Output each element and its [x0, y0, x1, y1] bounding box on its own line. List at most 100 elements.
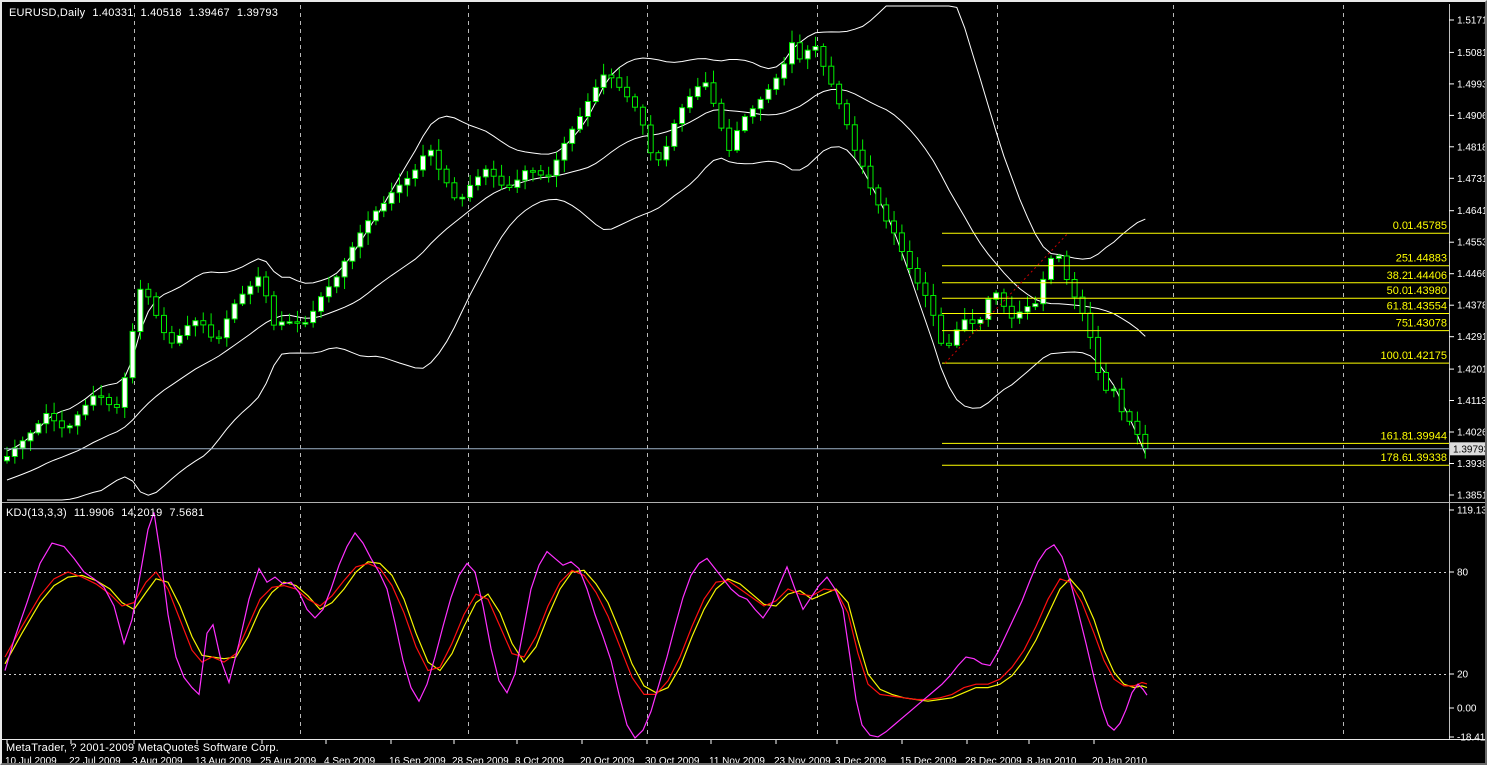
candle[interactable]: [1118, 388, 1125, 413]
candle[interactable]: [372, 210, 379, 222]
candle[interactable]: [451, 182, 458, 199]
time-axis-label[interactable]: 20 Jan 2010: [1092, 756, 1147, 765]
candle[interactable]: [726, 127, 733, 151]
candle[interactable]: [294, 321, 301, 324]
candle[interactable]: [938, 314, 945, 344]
candle[interactable]: [545, 174, 552, 178]
candle[interactable]: [215, 336, 222, 340]
candle[interactable]: [1126, 411, 1133, 422]
candle[interactable]: [859, 149, 866, 167]
candle[interactable]: [765, 88, 772, 100]
candle[interactable]: [710, 82, 717, 104]
candle[interactable]: [231, 303, 238, 320]
candle[interactable]: [883, 204, 890, 222]
bollinger-upper-line[interactable]: [6, 5, 1146, 452]
candle[interactable]: [891, 220, 897, 234]
candle[interactable]: [278, 321, 285, 326]
candle[interactable]: [1087, 312, 1094, 338]
candle[interactable]: [380, 202, 387, 212]
candle[interactable]: [734, 130, 740, 151]
candle[interactable]: [106, 397, 112, 406]
candle[interactable]: [506, 184, 513, 189]
candle[interactable]: [789, 42, 795, 65]
time-axis-label[interactable]: 22 Jul 2009: [69, 756, 121, 765]
candle[interactable]: [82, 404, 89, 416]
candle[interactable]: [608, 74, 615, 79]
time-axis-label[interactable]: 28 Dec 2009: [965, 756, 1022, 765]
candle[interactable]: [43, 413, 50, 425]
candle[interactable]: [537, 170, 544, 176]
candle[interactable]: [671, 123, 678, 147]
candle[interactable]: [247, 285, 254, 295]
candle[interactable]: [757, 98, 764, 110]
time-axis-label[interactable]: 4 Sep 2009: [324, 756, 376, 765]
time-axis-label[interactable]: 20 Oct 2009: [580, 756, 635, 765]
candle[interactable]: [914, 268, 921, 284]
kdj-j-line[interactable]: [4, 512, 1148, 739]
candle[interactable]: [663, 145, 670, 161]
candle[interactable]: [969, 319, 976, 324]
time-axis-label[interactable]: 25 Aug 2009: [260, 756, 317, 765]
candle[interactable]: [898, 232, 905, 252]
time-axis-label[interactable]: 30 Oct 2009: [645, 756, 700, 765]
time-axis-label[interactable]: 10 Jul 2009: [5, 756, 57, 765]
candle[interactable]: [1095, 336, 1102, 373]
candle[interactable]: [482, 168, 489, 178]
candle[interactable]: [718, 102, 725, 129]
candle[interactable]: [427, 149, 434, 157]
candle[interactable]: [475, 176, 481, 186]
candle[interactable]: [349, 246, 356, 262]
candle[interactable]: [365, 220, 372, 234]
candle[interactable]: [820, 46, 827, 67]
candle[interactable]: [592, 86, 599, 103]
candle[interactable]: [200, 320, 207, 326]
candle[interactable]: [396, 184, 403, 194]
candle[interactable]: [577, 116, 583, 130]
candle[interactable]: [1134, 420, 1141, 435]
candle[interactable]: [208, 324, 215, 338]
candle[interactable]: [498, 175, 505, 186]
candle[interactable]: [459, 196, 466, 200]
candle[interactable]: [828, 65, 835, 85]
candle[interactable]: [686, 96, 693, 109]
candle[interactable]: [930, 295, 937, 316]
candle[interactable]: [333, 276, 340, 288]
time-axis-label[interactable]: 3 Aug 2009: [132, 756, 183, 765]
candle[interactable]: [702, 82, 709, 88]
candle[interactable]: [145, 288, 152, 298]
candle[interactable]: [58, 420, 65, 429]
candle[interactable]: [98, 395, 105, 398]
candle[interactable]: [168, 332, 175, 344]
candle[interactable]: [1071, 279, 1078, 298]
candle[interactable]: [1063, 255, 1070, 280]
candle[interactable]: [624, 86, 631, 98]
candle[interactable]: [977, 319, 984, 324]
candle[interactable]: [412, 169, 419, 180]
candle[interactable]: [639, 106, 646, 126]
candle[interactable]: [435, 149, 442, 170]
candle[interactable]: [192, 320, 199, 327]
candle[interactable]: [27, 432, 34, 442]
candle[interactable]: [906, 251, 913, 269]
candle[interactable]: [781, 63, 788, 79]
candle[interactable]: [1016, 311, 1023, 319]
candle[interactable]: [836, 83, 843, 105]
candle[interactable]: [1024, 306, 1031, 313]
candle[interactable]: [922, 282, 929, 296]
candle[interactable]: [74, 414, 81, 427]
candle[interactable]: [946, 342, 952, 346]
candle[interactable]: [357, 232, 364, 248]
candle[interactable]: [19, 440, 26, 449]
candle[interactable]: [679, 107, 686, 124]
candle[interactable]: [467, 184, 474, 198]
candle[interactable]: [51, 413, 58, 422]
candle[interactable]: [875, 187, 882, 206]
time-axis-label[interactable]: 8 Jan 2010: [1027, 756, 1077, 765]
candle[interactable]: [404, 177, 411, 186]
candle[interactable]: [867, 165, 874, 189]
candle[interactable]: [388, 192, 395, 204]
candle[interactable]: [804, 49, 811, 60]
candle[interactable]: [1079, 296, 1086, 314]
time-axis-label[interactable]: 13 Aug 2009: [195, 756, 252, 765]
